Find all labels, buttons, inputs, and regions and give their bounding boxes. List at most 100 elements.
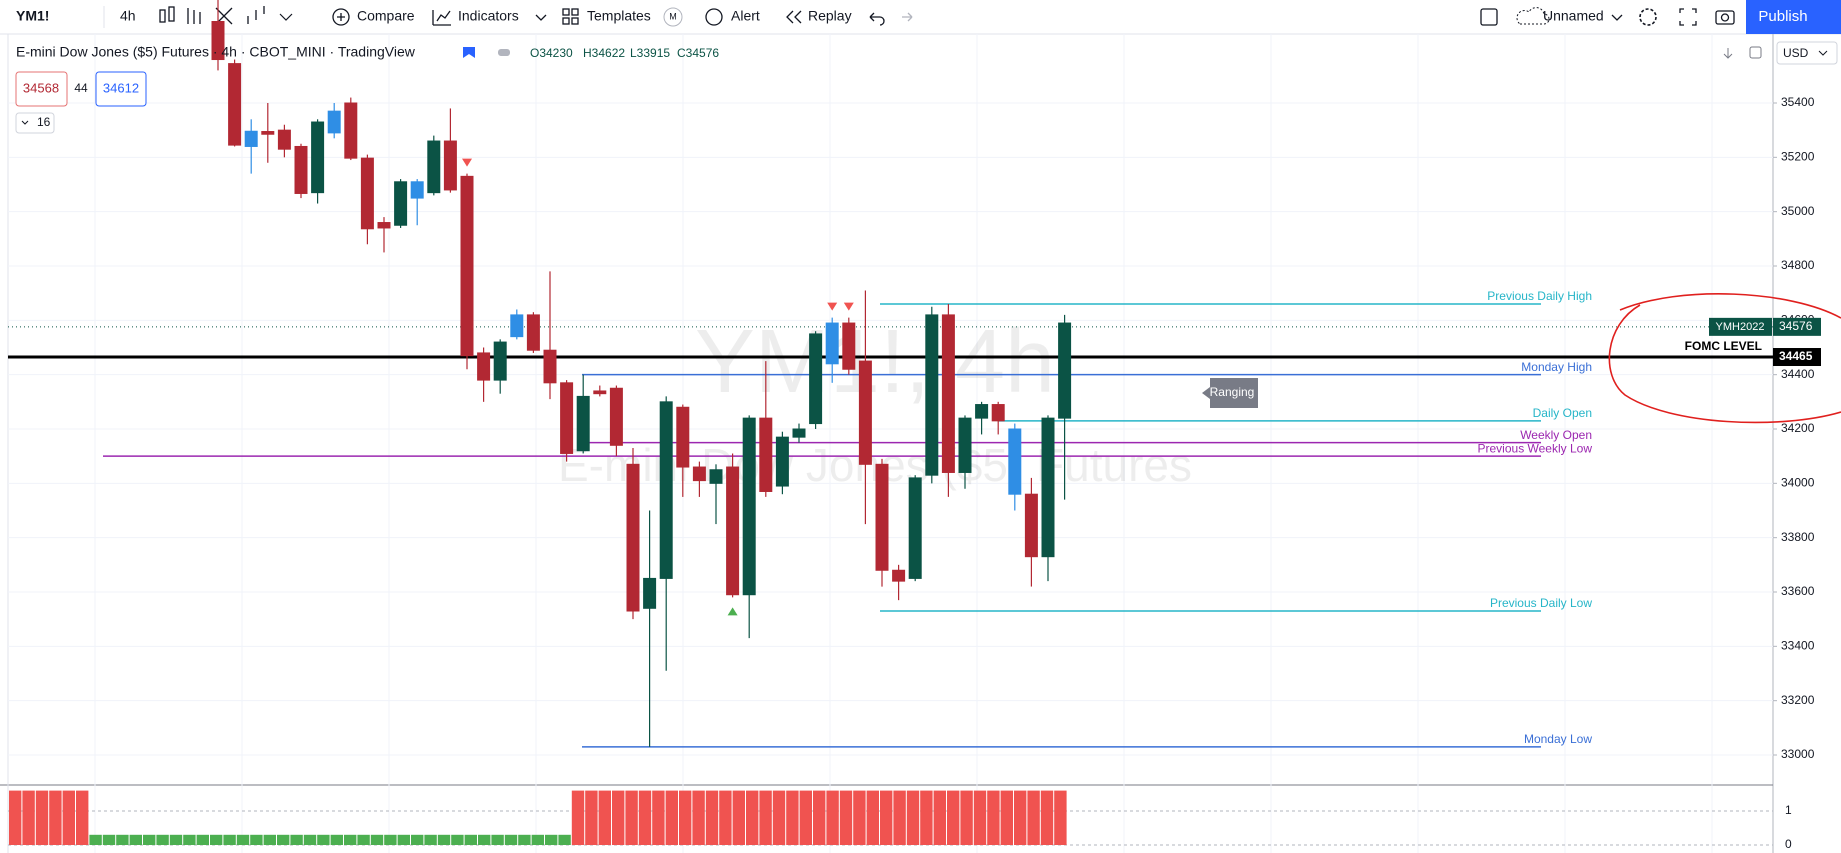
layout-name[interactable]: Unnamed bbox=[1543, 8, 1604, 24]
indicator-bar bbox=[102, 834, 116, 845]
indicator-bar bbox=[169, 834, 183, 845]
snapshot[interactable] bbox=[1715, 10, 1735, 25]
price-tick-label: 34000 bbox=[1781, 476, 1815, 490]
compare-button[interactable]: Compare bbox=[357, 8, 415, 24]
compare-icon[interactable] bbox=[337, 13, 345, 21]
reset[interactable] bbox=[1749, 46, 1762, 59]
indicator-bar bbox=[478, 834, 491, 845]
candle-body bbox=[1041, 417, 1055, 558]
indicator-bar bbox=[49, 790, 62, 845]
symbol-label: YMH2022 bbox=[1716, 321, 1765, 333]
indicator-bar bbox=[839, 790, 853, 845]
indicator-bar bbox=[679, 790, 692, 845]
templates-button[interactable]: Templates bbox=[587, 8, 651, 24]
indicator-bar bbox=[504, 834, 518, 845]
redo[interactable] bbox=[902, 12, 913, 22]
flag[interactable] bbox=[463, 47, 475, 58]
compare-icon[interactable] bbox=[332, 8, 350, 26]
indicator-bar bbox=[638, 790, 652, 845]
fullscreen[interactable] bbox=[1679, 8, 1697, 26]
indicators-toggle[interactable] bbox=[15, 112, 55, 134]
indicator-bar bbox=[799, 790, 812, 845]
candle-body bbox=[1024, 493, 1038, 558]
indicator-bar bbox=[89, 834, 102, 845]
sell-button[interactable] bbox=[15, 71, 68, 107]
indicator-bar bbox=[156, 834, 169, 845]
candle-body bbox=[659, 401, 673, 579]
price-tick-label: 35400 bbox=[1781, 95, 1815, 109]
settings[interactable] bbox=[1639, 8, 1657, 26]
indicator-bar bbox=[947, 790, 960, 845]
level-label: Monday High bbox=[1521, 360, 1592, 374]
undo[interactable] bbox=[869, 12, 885, 26]
indicator-bar bbox=[665, 790, 678, 845]
chevron bbox=[21, 120, 29, 125]
hand-drawn-circle bbox=[1608, 293, 1841, 424]
candle-body bbox=[394, 181, 408, 226]
indicator-bar bbox=[960, 790, 973, 845]
indicator-bar bbox=[759, 790, 772, 845]
level-label: Weekly Open bbox=[1520, 428, 1592, 442]
indicator-bar bbox=[1054, 790, 1067, 845]
interval-button[interactable]: 4h bbox=[120, 8, 136, 24]
indicators-button[interactable]: Indicators bbox=[458, 8, 519, 24]
indicator-bar bbox=[424, 834, 437, 845]
indicator-bar bbox=[893, 790, 906, 845]
indicator-bar bbox=[746, 790, 759, 845]
dropdown[interactable] bbox=[535, 14, 547, 21]
alert-icon[interactable] bbox=[705, 8, 723, 26]
m-badge[interactable] bbox=[663, 7, 683, 27]
indicator-bar bbox=[223, 834, 236, 845]
candle-body bbox=[842, 322, 856, 370]
candle-body bbox=[543, 349, 557, 384]
indicator-bar bbox=[826, 790, 839, 845]
indicators-icon[interactable] bbox=[432, 10, 451, 26]
replay-icon[interactable] bbox=[786, 10, 802, 24]
fullscreen-toggle[interactable] bbox=[1480, 8, 1498, 26]
level-label: Previous Daily Low bbox=[1490, 596, 1592, 610]
candle-body bbox=[726, 466, 740, 596]
candle-body bbox=[427, 140, 441, 194]
candle-body bbox=[742, 417, 756, 596]
dropdown[interactable] bbox=[1611, 14, 1623, 21]
candle-body bbox=[477, 352, 491, 381]
legend-high: H34622 bbox=[583, 46, 625, 60]
annotation-text: Ranging bbox=[1210, 385, 1255, 399]
indicator-bar bbox=[987, 790, 1000, 845]
candle-body bbox=[277, 129, 291, 150]
replay-button[interactable]: Replay bbox=[808, 8, 852, 24]
legend-open: O34230 bbox=[530, 46, 573, 60]
indicator-bar bbox=[303, 834, 317, 845]
signal-down bbox=[827, 302, 838, 311]
signal-up bbox=[727, 607, 738, 616]
indicator-tick-label: 1 bbox=[1785, 803, 1792, 817]
indicator-bar bbox=[571, 790, 585, 845]
symbol-button[interactable]: YM1! bbox=[16, 8, 49, 24]
currency-button[interactable] bbox=[1776, 41, 1838, 65]
alert-button[interactable]: Alert bbox=[731, 8, 760, 24]
price-tick-label: 33800 bbox=[1781, 530, 1815, 544]
indicator-bar bbox=[9, 790, 22, 845]
indicator-bar bbox=[451, 834, 464, 845]
indicator-bar bbox=[933, 790, 946, 845]
fomc-price: 34465 bbox=[1779, 349, 1813, 363]
candle-body bbox=[908, 477, 922, 579]
templates-icon[interactable] bbox=[562, 8, 579, 25]
legend-low: L33915 bbox=[630, 46, 670, 60]
publish-button[interactable] bbox=[1746, 0, 1841, 34]
indicator-bar bbox=[437, 834, 451, 845]
scroll-down[interactable] bbox=[1723, 48, 1733, 59]
buy-button[interactable] bbox=[95, 71, 147, 107]
indicator-bar bbox=[652, 790, 665, 845]
candle-body bbox=[925, 314, 939, 476]
candle-body bbox=[643, 577, 657, 609]
candle-body bbox=[360, 157, 374, 230]
indicator-bar bbox=[129, 834, 142, 845]
price-tick-label: 34800 bbox=[1781, 258, 1815, 272]
labels: 33000 33200 33400 33600 33800 34000 34200 34400… bbox=[1202, 95, 1821, 851]
indicator-bar bbox=[545, 834, 558, 845]
last-price-box bbox=[1773, 317, 1821, 336]
indicator-bar bbox=[585, 790, 598, 845]
candle-body bbox=[560, 382, 574, 454]
indicator-bar bbox=[786, 790, 799, 845]
